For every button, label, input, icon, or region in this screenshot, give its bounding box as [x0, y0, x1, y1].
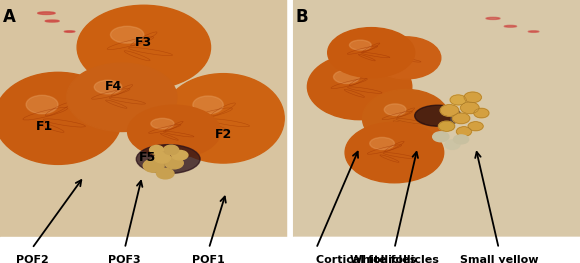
- Ellipse shape: [143, 159, 164, 172]
- Text: F4: F4: [104, 80, 122, 93]
- Ellipse shape: [165, 157, 183, 169]
- Ellipse shape: [474, 108, 489, 118]
- Ellipse shape: [362, 89, 450, 147]
- Ellipse shape: [172, 150, 188, 160]
- Text: POF2: POF2: [16, 255, 48, 263]
- Ellipse shape: [334, 70, 360, 84]
- Ellipse shape: [307, 54, 412, 120]
- Ellipse shape: [415, 105, 461, 126]
- Ellipse shape: [67, 63, 177, 132]
- Ellipse shape: [150, 145, 164, 154]
- Ellipse shape: [438, 121, 455, 131]
- Ellipse shape: [528, 31, 539, 32]
- Ellipse shape: [468, 122, 483, 131]
- Ellipse shape: [440, 105, 459, 116]
- Ellipse shape: [77, 5, 211, 89]
- Bar: [293, 237, 580, 263]
- Ellipse shape: [154, 153, 171, 163]
- Ellipse shape: [45, 20, 59, 22]
- Ellipse shape: [136, 145, 200, 174]
- Text: Small yellow
follicles: Small yellow follicles: [459, 255, 538, 263]
- Text: Cortical follicles: Cortical follicles: [316, 255, 416, 263]
- Ellipse shape: [0, 72, 122, 164]
- Ellipse shape: [328, 28, 415, 78]
- Ellipse shape: [433, 132, 449, 142]
- Ellipse shape: [38, 12, 55, 14]
- Bar: [293, 0, 580, 239]
- Text: A: A: [3, 8, 16, 26]
- Bar: [0, 237, 580, 263]
- Ellipse shape: [345, 122, 444, 183]
- Ellipse shape: [94, 80, 122, 94]
- Ellipse shape: [371, 37, 441, 79]
- Text: B: B: [296, 8, 309, 26]
- Ellipse shape: [445, 140, 460, 149]
- Bar: [0, 0, 287, 239]
- Text: F2: F2: [215, 128, 232, 141]
- Text: F3: F3: [135, 36, 153, 49]
- Ellipse shape: [454, 135, 469, 144]
- Ellipse shape: [110, 26, 144, 43]
- Ellipse shape: [456, 127, 472, 136]
- Ellipse shape: [64, 31, 75, 32]
- Ellipse shape: [164, 145, 179, 155]
- Ellipse shape: [151, 118, 174, 129]
- Ellipse shape: [128, 105, 220, 158]
- Ellipse shape: [389, 47, 406, 56]
- Ellipse shape: [157, 168, 174, 179]
- Ellipse shape: [26, 95, 58, 114]
- Ellipse shape: [162, 74, 284, 163]
- Ellipse shape: [384, 104, 406, 115]
- Ellipse shape: [452, 113, 470, 124]
- Ellipse shape: [193, 96, 223, 114]
- Ellipse shape: [370, 137, 394, 149]
- Text: F1: F1: [35, 120, 53, 133]
- Ellipse shape: [486, 17, 500, 19]
- Ellipse shape: [450, 95, 466, 105]
- Text: POF1: POF1: [193, 255, 225, 263]
- Text: POF3: POF3: [108, 255, 141, 263]
- Ellipse shape: [461, 102, 479, 114]
- Text: F5: F5: [139, 151, 157, 164]
- Text: White follicles: White follicles: [350, 255, 439, 263]
- Ellipse shape: [464, 92, 481, 103]
- Ellipse shape: [349, 40, 371, 50]
- Ellipse shape: [504, 25, 516, 27]
